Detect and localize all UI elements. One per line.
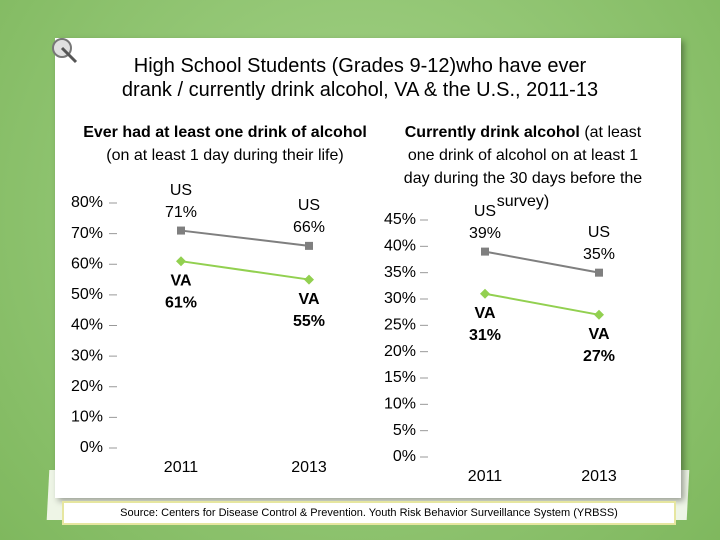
data-label: 35% (583, 246, 615, 263)
y-tick-label: 60% (71, 255, 103, 272)
data-label: 31% (469, 327, 501, 344)
series-line (484, 292, 600, 316)
chart-title: Ever had at least one drink of alcohol (… (80, 121, 370, 167)
data-label-name: VA (588, 326, 609, 343)
pin-needle (60, 46, 78, 64)
series-line (180, 260, 310, 281)
y-tick-label: 80% (71, 194, 103, 211)
chart-title-rest: (on at least 1 day during their life) (106, 147, 344, 164)
y-tick-label: 5% (393, 422, 416, 439)
data-label: 66% (293, 219, 325, 236)
marker (480, 288, 490, 299)
y-tick-label: 40% (384, 238, 416, 255)
data-label-name: US (170, 182, 192, 199)
y-tick-label: 10% (71, 409, 103, 426)
slide-title-line: High School Students (Grades 9-12)who ha… (133, 55, 587, 77)
data-label: 71% (165, 204, 197, 221)
marker (177, 226, 185, 235)
source-note: Source: Centers for Disease Control & Pr… (62, 501, 676, 525)
marker (304, 274, 314, 285)
data-label: 55% (293, 313, 325, 330)
series-line (180, 229, 310, 247)
data-label-name: VA (474, 305, 495, 322)
data-label: 61% (165, 294, 197, 311)
chart-title-bold: Ever had at least one drink of alcohol (83, 124, 367, 141)
y-tick-label: 0% (80, 439, 103, 456)
marker (595, 268, 603, 277)
y-tick-label: 50% (71, 286, 103, 303)
marker (594, 309, 604, 320)
data-label-name: VA (298, 291, 319, 308)
marker (176, 256, 186, 267)
y-tick-label: 45% (384, 211, 416, 228)
data-label-name: US (588, 224, 610, 241)
data-label: 27% (583, 348, 615, 365)
data-label-name: US (298, 197, 320, 214)
data-label-name: US (474, 203, 496, 220)
slide-title-line: drank / currently drink alcohol, VA & th… (121, 79, 599, 101)
y-tick-label: 10% (384, 396, 416, 413)
chart-title-rest: (at least one drink of alcohol on at lea… (403, 124, 643, 210)
x-tick-label: 2011 (468, 468, 503, 485)
y-tick-label: 35% (384, 264, 416, 281)
y-tick-label: 0% (393, 448, 416, 465)
marker (305, 241, 313, 250)
marker (481, 247, 489, 256)
y-tick-label: 40% (71, 317, 103, 334)
y-tick-label: 25% (384, 317, 416, 334)
chart-title-bold: Currently drink alcohol (404, 124, 580, 141)
chart-title: Currently drink alcohol (at least one dr… (398, 121, 648, 213)
x-tick-label: 2013 (291, 459, 327, 476)
series-line (484, 250, 600, 274)
data-label: 39% (469, 225, 501, 242)
y-tick-label: 20% (71, 378, 103, 395)
y-tick-label: 30% (71, 347, 103, 364)
x-tick-label: 2013 (581, 468, 617, 485)
y-tick-label: 30% (384, 290, 416, 307)
x-tick-label: 2011 (164, 459, 199, 476)
y-tick-label: 15% (384, 369, 416, 386)
data-label-name: VA (170, 272, 191, 289)
y-tick-label: 70% (71, 225, 103, 242)
y-tick-label: 20% (384, 343, 416, 360)
